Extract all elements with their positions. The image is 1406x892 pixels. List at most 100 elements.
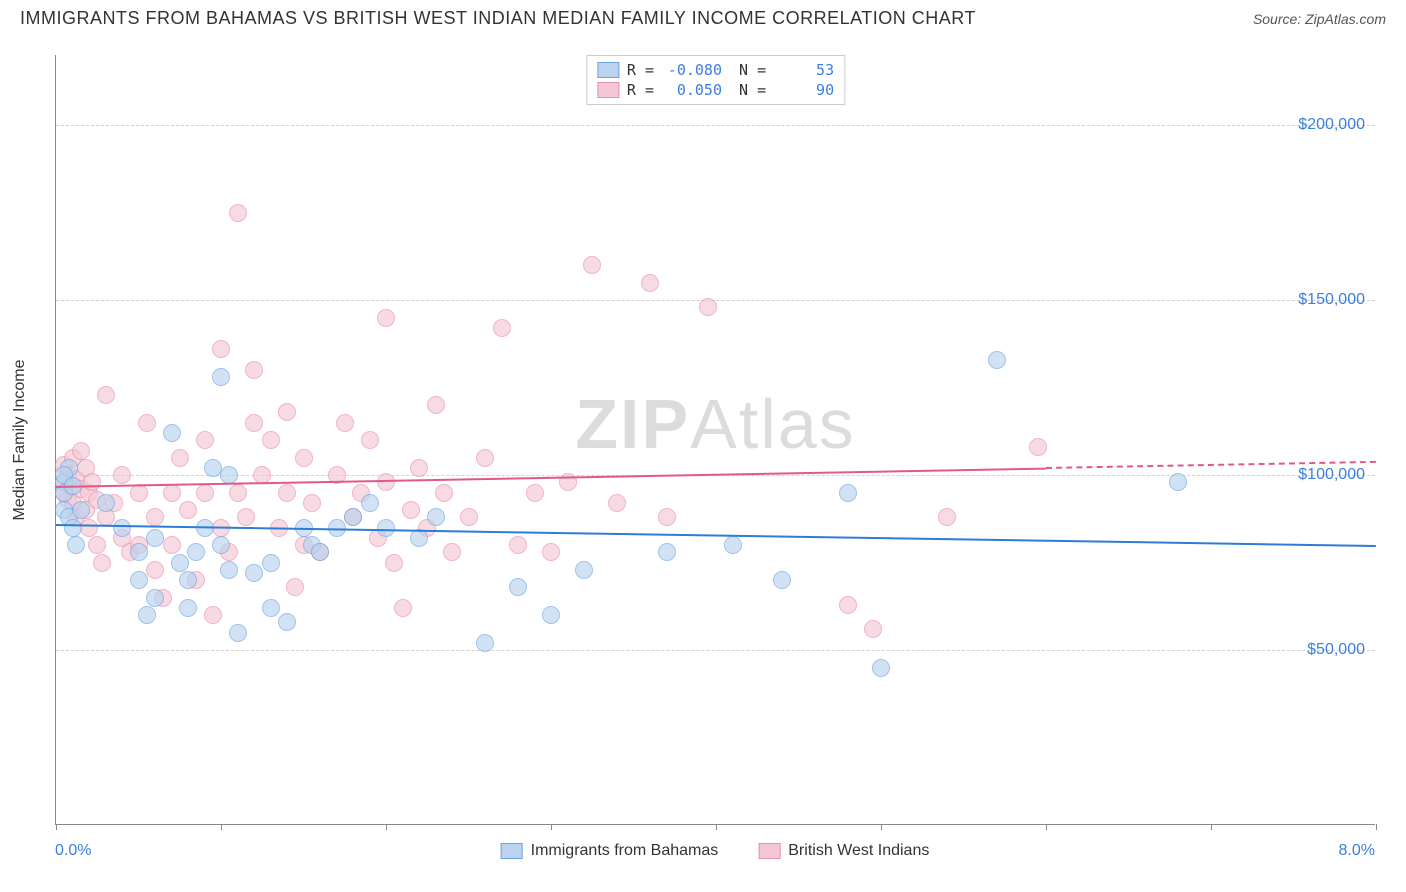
n-label: N = — [730, 81, 766, 99]
scatter-point — [278, 484, 296, 502]
swatch-series-1-icon — [501, 843, 523, 859]
scatter-point — [204, 606, 222, 624]
scatter-point — [171, 449, 189, 467]
scatter-point — [295, 449, 313, 467]
scatter-point — [88, 536, 106, 554]
scatter-point — [97, 494, 115, 512]
scatter-point — [542, 606, 560, 624]
scatter-point — [179, 571, 197, 589]
y-tick-label: $200,000 — [1298, 116, 1365, 134]
scatter-point — [839, 484, 857, 502]
scatter-point — [394, 599, 412, 617]
scatter-point — [196, 431, 214, 449]
scatter-point — [97, 386, 115, 404]
legend-label-2: British West Indians — [788, 842, 929, 860]
trend-line — [56, 524, 1376, 547]
scatter-point — [262, 554, 280, 572]
scatter-point — [402, 501, 420, 519]
x-axis-label-max: 8.0% — [1339, 842, 1375, 860]
scatter-point — [146, 508, 164, 526]
swatch-series-1 — [597, 62, 619, 78]
scatter-point — [212, 368, 230, 386]
scatter-point — [146, 561, 164, 579]
scatter-point — [67, 536, 85, 554]
y-tick-label: $100,000 — [1298, 466, 1365, 484]
scatter-point — [64, 519, 82, 537]
source-attribution: Source: ZipAtlas.com — [1253, 11, 1386, 27]
x-tick — [221, 824, 222, 830]
scatter-point — [163, 424, 181, 442]
scatter-point — [773, 571, 791, 589]
scatter-point — [427, 508, 445, 526]
scatter-point — [204, 459, 222, 477]
scatter-point — [658, 543, 676, 561]
scatter-point — [575, 561, 593, 579]
scatter-point — [220, 561, 238, 579]
scatter-point — [130, 571, 148, 589]
scatter-point — [93, 554, 111, 572]
scatter-point — [179, 501, 197, 519]
x-tick — [881, 824, 882, 830]
scatter-point — [72, 501, 90, 519]
watermark: ZIPAtlas — [575, 384, 856, 464]
legend-row-series-2: R = 0.050 N = 90 — [597, 80, 834, 100]
n-value-2: 90 — [774, 81, 834, 99]
scatter-point — [146, 589, 164, 607]
scatter-point — [839, 596, 857, 614]
scatter-point — [229, 484, 247, 502]
scatter-point — [988, 351, 1006, 369]
scatter-point — [509, 578, 527, 596]
scatter-point — [344, 508, 362, 526]
scatter-point — [278, 613, 296, 631]
scatter-point — [336, 414, 354, 432]
x-tick — [1046, 824, 1047, 830]
x-tick — [56, 824, 57, 830]
scatter-point — [427, 396, 445, 414]
x-tick — [716, 824, 717, 830]
scatter-point — [262, 599, 280, 617]
source-name: ZipAtlas.com — [1305, 11, 1386, 27]
scatter-point — [608, 494, 626, 512]
title-bar: IMMIGRANTS FROM BAHAMAS VS BRITISH WEST … — [0, 0, 1406, 33]
scatter-point — [493, 319, 511, 337]
x-tick — [386, 824, 387, 830]
legend-label-1: Immigrants from Bahamas — [531, 842, 719, 860]
chart-container: IMMIGRANTS FROM BAHAMAS VS BRITISH WEST … — [0, 0, 1406, 892]
scatter-point — [864, 620, 882, 638]
series-legend: Immigrants from Bahamas British West Ind… — [501, 842, 930, 860]
scatter-point — [724, 536, 742, 554]
scatter-point — [138, 414, 156, 432]
gridline — [56, 300, 1375, 301]
scatter-point — [196, 484, 214, 502]
scatter-point — [212, 536, 230, 554]
legend-row-series-1: R = -0.080 N = 53 — [597, 60, 834, 80]
scatter-point — [361, 494, 379, 512]
scatter-point — [212, 340, 230, 358]
legend-item-2: British West Indians — [758, 842, 929, 860]
scatter-point — [658, 508, 676, 526]
scatter-point — [130, 543, 148, 561]
watermark-rest: Atlas — [690, 385, 856, 463]
scatter-point — [245, 414, 263, 432]
correlation-legend: R = -0.080 N = 53 R = 0.050 N = 90 — [586, 55, 845, 105]
swatch-series-2-icon — [758, 843, 780, 859]
gridline — [56, 650, 1375, 651]
x-tick — [551, 824, 552, 830]
x-axis-label-min: 0.0% — [55, 842, 91, 860]
scatter-point — [1169, 473, 1187, 491]
scatter-point — [509, 536, 527, 554]
scatter-point — [245, 361, 263, 379]
gridline — [56, 125, 1375, 126]
scatter-point — [113, 466, 131, 484]
r-value-2: 0.050 — [662, 81, 722, 99]
scatter-point — [476, 634, 494, 652]
chart-area: ZIPAtlas R = -0.080 N = 53 R = 0.050 N =… — [55, 55, 1375, 825]
n-value-1: 53 — [774, 61, 834, 79]
scatter-point — [377, 309, 395, 327]
scatter-point — [377, 519, 395, 537]
scatter-point — [435, 484, 453, 502]
scatter-point — [229, 624, 247, 642]
scatter-point — [179, 599, 197, 617]
x-tick — [1376, 824, 1377, 830]
scatter-point — [410, 459, 428, 477]
